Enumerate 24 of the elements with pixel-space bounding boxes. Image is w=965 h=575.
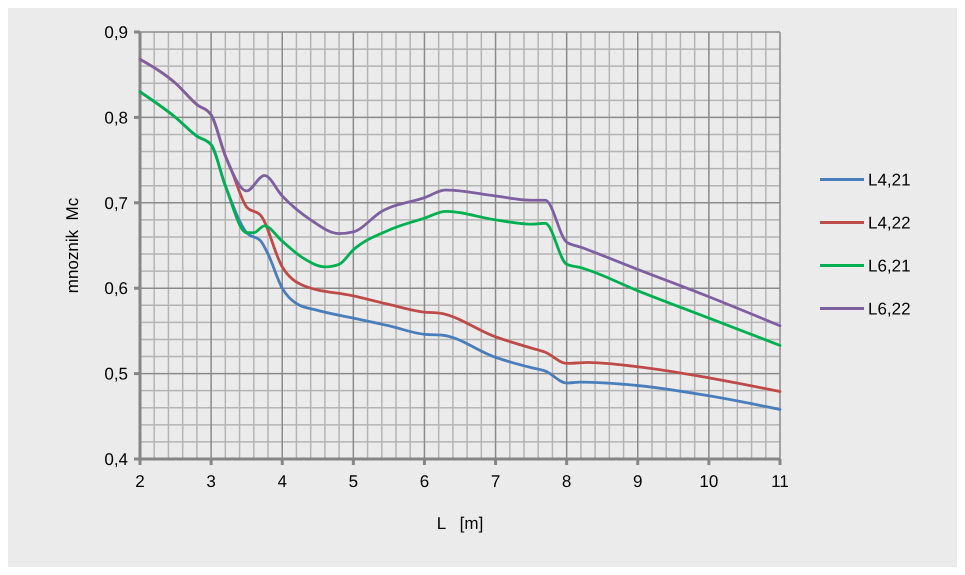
- legend-label: L6,21: [868, 256, 911, 276]
- legend-label: L6,22: [868, 300, 911, 318]
- x-tick-label: 8: [562, 472, 572, 491]
- x-tick-label: 10: [699, 472, 718, 491]
- y-tick-label: 0,8: [104, 108, 128, 128]
- y-axis-title: mnoznik Mc: [63, 197, 82, 294]
- line-series: [138, 58, 782, 328]
- x-tick-label: 6: [420, 472, 430, 491]
- x-tick-label: 5: [348, 472, 358, 491]
- x-tick-label: 2: [135, 472, 145, 491]
- legend-label: L4,22: [868, 214, 911, 232]
- line-series: [138, 90, 782, 347]
- y-tick-label: 0,6: [104, 279, 128, 298]
- y-tick-label: 0,4: [104, 450, 128, 469]
- x-tick-label: 11: [771, 472, 789, 491]
- x-axis-title: L [m]: [436, 514, 484, 533]
- legend-label: L4,21: [868, 170, 911, 190]
- y-tick-label: 0,5: [104, 364, 128, 384]
- y-tick-label: 0,9: [104, 23, 128, 42]
- x-tick-label: 9: [633, 472, 643, 491]
- y-tick-label: 0,7: [104, 194, 128, 213]
- x-tick-label: 4: [277, 472, 287, 491]
- x-tick-label: 7: [490, 472, 500, 491]
- x-tick-label: 3: [206, 472, 216, 491]
